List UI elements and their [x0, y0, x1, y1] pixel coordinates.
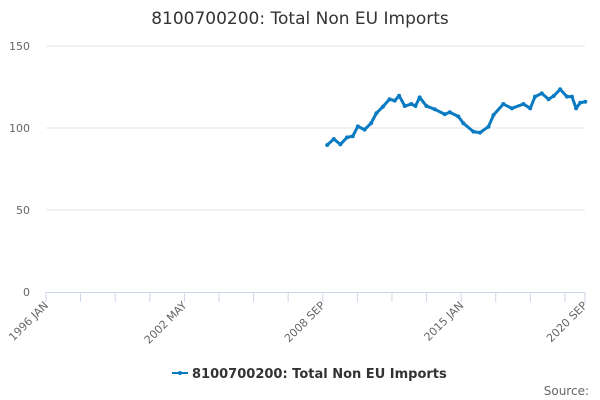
chart-title: 8100700200: Total Non EU Imports [151, 9, 449, 29]
series-line [325, 87, 587, 147]
data-point [456, 114, 461, 119]
data-point [413, 104, 418, 109]
x-tick-label: 2020 SEP [544, 299, 590, 345]
data-point [369, 121, 374, 126]
legend[interactable]: 8100700200: Total Non EU Imports [172, 367, 447, 382]
data-point [521, 102, 526, 107]
data-point [402, 104, 407, 109]
x-tick-label: 2015 JAN [422, 299, 467, 344]
data-point [539, 91, 544, 96]
data-point [338, 142, 343, 147]
data-point [578, 100, 583, 105]
data-point [583, 99, 588, 104]
data-point [509, 106, 514, 111]
data-point [447, 110, 452, 115]
data-point [551, 94, 556, 99]
data-point [387, 97, 392, 102]
data-point [528, 106, 533, 111]
data-point [424, 104, 429, 109]
data-point [392, 98, 397, 103]
data-point [491, 113, 496, 118]
data-point [501, 102, 506, 107]
data-point [331, 136, 336, 141]
y-tick-label: 100 [9, 122, 30, 135]
legend-label[interactable]: 8100700200: Total Non EU Imports [192, 367, 447, 382]
data-point [355, 124, 360, 129]
data-point [345, 135, 350, 140]
data-point [558, 87, 563, 92]
data-point [397, 93, 402, 98]
data-point [461, 121, 466, 126]
data-point [325, 143, 330, 148]
data-point [569, 94, 574, 99]
data-point [471, 129, 476, 134]
data-point [477, 130, 482, 135]
data-point [380, 104, 385, 109]
data-point [574, 106, 579, 111]
x-tick-label: 2002 MAY [142, 299, 190, 347]
source-label: Source: [544, 384, 589, 398]
y-tick-label: 0 [23, 286, 30, 299]
data-point [350, 134, 355, 139]
data-point [362, 127, 367, 132]
data-point [432, 107, 437, 112]
data-point [417, 95, 422, 100]
data-point [564, 94, 569, 99]
data-point [409, 102, 414, 107]
y-tick-label: 50 [16, 204, 30, 217]
y-tick-label: 150 [9, 40, 30, 53]
data-point [533, 94, 538, 99]
data-point [486, 124, 491, 129]
data-point [442, 112, 447, 117]
x-tick-label: 2008 SEP [282, 299, 328, 345]
x-tick-label: 1996 JAN [6, 299, 51, 344]
legend-marker-icon [178, 371, 182, 375]
data-point [374, 111, 379, 116]
data-point [546, 97, 551, 102]
